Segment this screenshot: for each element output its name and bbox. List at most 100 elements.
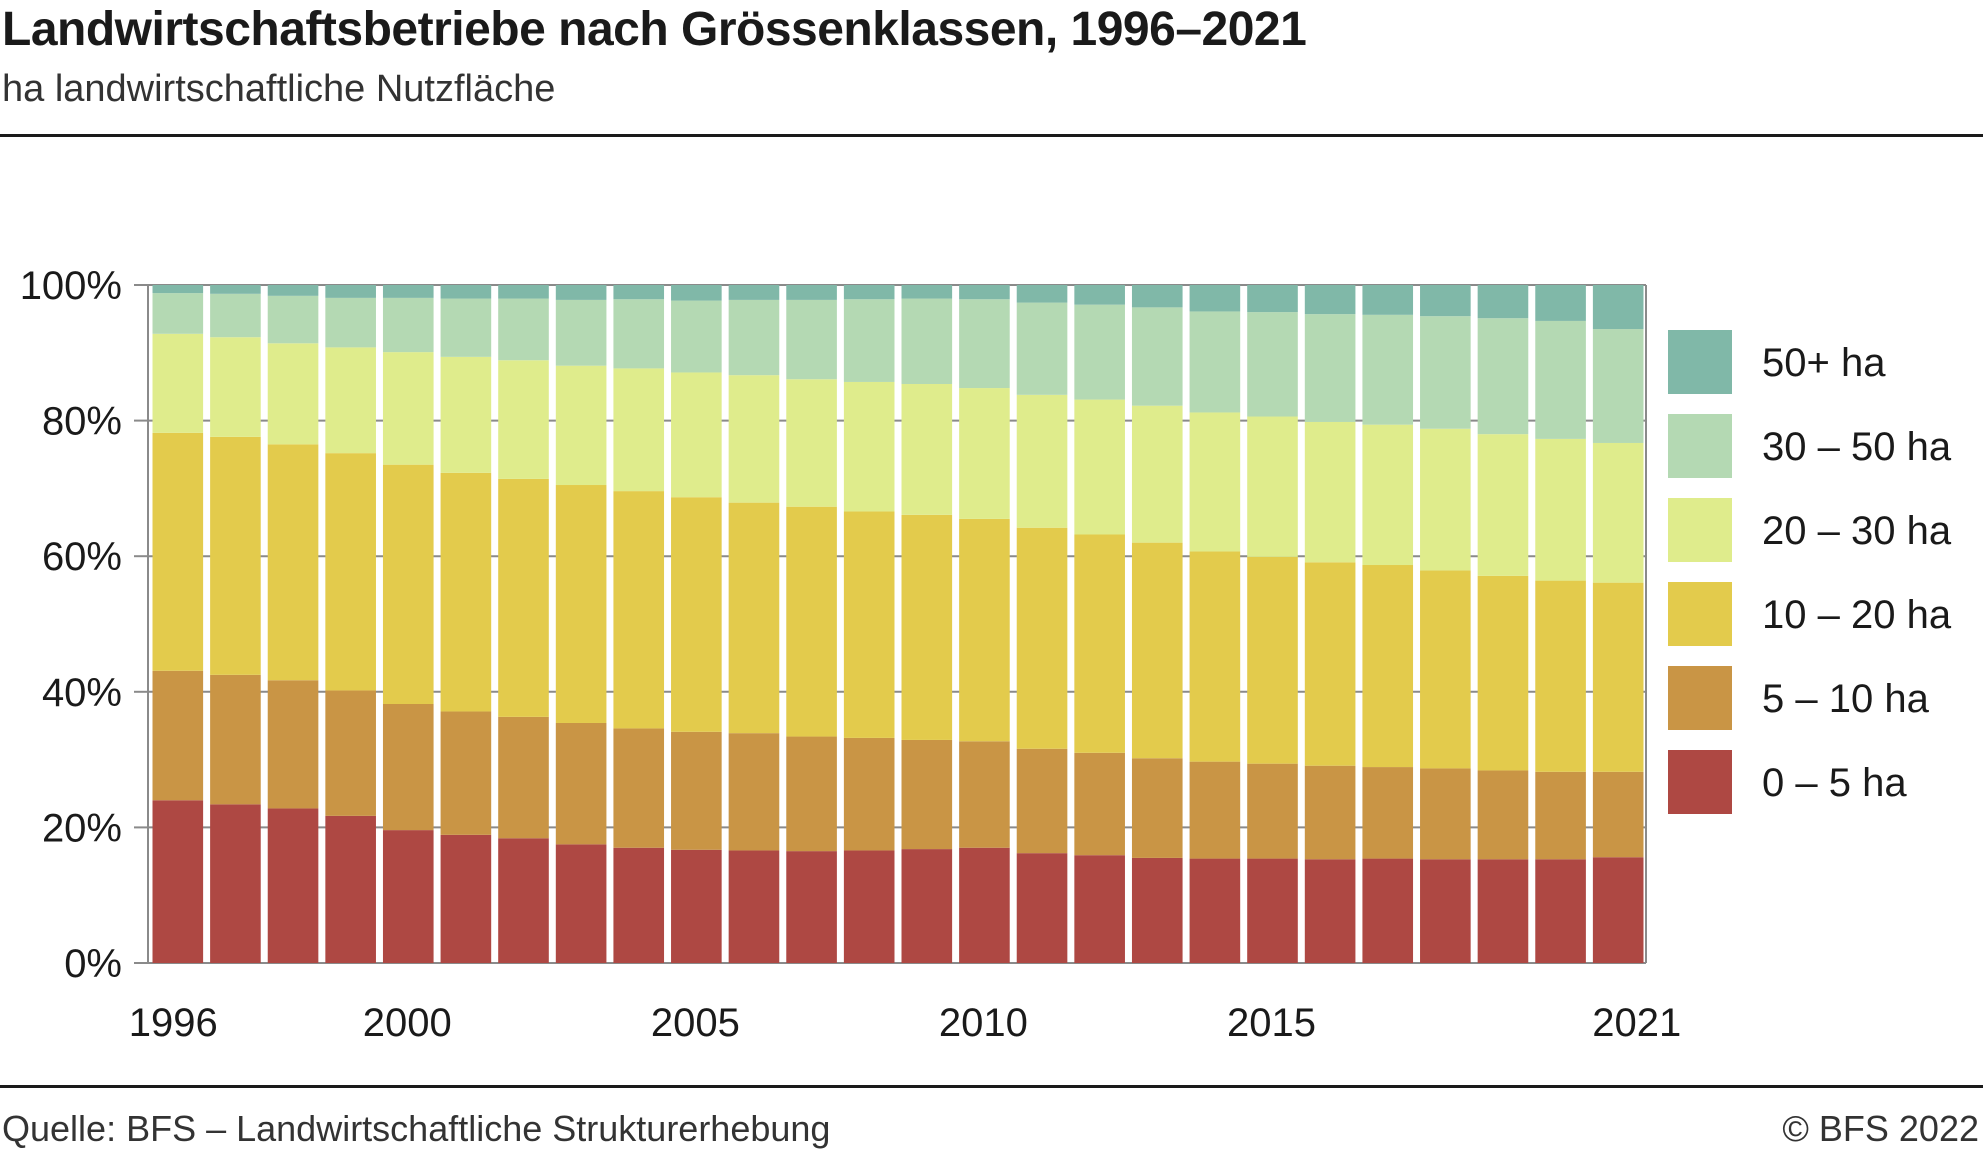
bar-segment: [1362, 424, 1414, 566]
x-tick-label: 2015: [1227, 1001, 1316, 1045]
bar-segment: [1592, 857, 1644, 963]
bar-segment: [901, 739, 953, 850]
bar-segment: [1074, 752, 1125, 856]
bar-segment: [325, 453, 376, 691]
bar-segment: [1477, 434, 1529, 576]
bar-segment: [267, 808, 319, 963]
bar-segment: [728, 375, 780, 503]
bar-segment: [1247, 763, 1298, 859]
bar-segment: [786, 285, 837, 300]
legend-label: 20 – 30 ha: [1762, 509, 1952, 553]
bar-segment: [959, 299, 1010, 389]
y-tick-label: 40%: [42, 671, 122, 715]
bar-segment: [1420, 859, 1471, 963]
bar-segment: [267, 285, 319, 296]
bar-segment: [1535, 859, 1586, 963]
x-tick-label: 2010: [939, 1001, 1028, 1045]
y-tick-label: 100%: [20, 264, 122, 308]
bar-segment: [1304, 765, 1356, 860]
bar-segment: [1592, 329, 1644, 443]
bar-segment: [1247, 556, 1298, 764]
bar-segment: [843, 850, 895, 963]
bar-segment: [1477, 859, 1529, 963]
bar-segment: [1420, 285, 1471, 317]
bar-segment: [671, 372, 722, 498]
legend: 50+ ha 30 – 50 ha 20 – 30 ha 10 – 20 ha 5 – …: [1668, 330, 1952, 814]
bar-segment: [1477, 285, 1529, 319]
bar-segment: [786, 299, 837, 380]
bar-segment: [613, 299, 665, 369]
bar-segment: [1362, 314, 1414, 425]
axes: 0% 20% 40% 60% 80% 100% 1996 2000 2005 2010 2015 20…: [20, 264, 1682, 1045]
bar-segment: [325, 690, 376, 816]
bar-segment: [1189, 551, 1241, 762]
bar-segment: [1131, 285, 1183, 308]
bar-segment: [1362, 767, 1414, 859]
bar-segment: [613, 285, 665, 300]
bar-segment: [1592, 285, 1644, 330]
bar-segment: [267, 444, 319, 681]
legend-label: 0 – 5 ha: [1762, 761, 1907, 805]
bar-segment: [1362, 858, 1414, 963]
bar-segment: [440, 285, 492, 299]
bar-segment: [959, 388, 1010, 519]
bar-segment: [1362, 285, 1414, 315]
x-tick-label: 2000: [363, 1001, 452, 1045]
bar-segment: [728, 299, 780, 376]
bar-segment: [1247, 285, 1298, 313]
bar-segment: [1420, 768, 1471, 860]
bar-segment: [325, 347, 376, 454]
bar-segment: [440, 711, 492, 835]
bar-segment: [1131, 542, 1183, 759]
bar-segment: [1535, 438, 1586, 581]
bar-segment: [959, 518, 1010, 742]
legend-swatch: [1668, 750, 1732, 814]
bar-segment: [555, 844, 607, 963]
bar-segment: [1131, 307, 1183, 406]
bar-segment: [382, 352, 434, 465]
y-tick-label: 0%: [64, 942, 122, 986]
bar-segment: [498, 298, 549, 361]
bar-segment: [671, 849, 722, 963]
bar-segment: [1420, 428, 1471, 571]
copyright-note: © BFS 2022: [1782, 1108, 1979, 1149]
bar-segment: [1247, 312, 1298, 417]
bar-segment: [1189, 412, 1241, 552]
legend-swatch: [1668, 414, 1732, 478]
bar-segment: [555, 299, 607, 366]
bar-segment: [1189, 285, 1241, 312]
bar-segment: [498, 478, 549, 717]
bar-segment: [843, 381, 895, 512]
bar-segment: [555, 485, 607, 723]
bar-segment: [728, 733, 780, 851]
bar-segment: [1535, 771, 1586, 860]
bar-segment: [498, 360, 549, 479]
chart-title: Landwirtschaftsbetriebe nach Grössenklas…: [2, 3, 1307, 56]
bar-segment: [1592, 582, 1644, 772]
bar-segment: [843, 737, 895, 851]
bar-segment: [901, 383, 953, 515]
bar-segment: [440, 298, 492, 357]
bar-segment: [1247, 858, 1298, 963]
legend-swatch: [1668, 330, 1732, 394]
y-tick-label: 20%: [42, 806, 122, 850]
bar-segment: [1362, 565, 1414, 768]
bars: [152, 285, 1644, 963]
bar-segment: [382, 285, 434, 298]
bar-segment: [786, 379, 837, 507]
bar-segment: [382, 704, 434, 831]
bar-segment: [498, 838, 549, 963]
legend-swatch: [1668, 666, 1732, 730]
legend-label: 10 – 20 ha: [1762, 593, 1952, 637]
bar-segment: [1535, 580, 1586, 772]
bar-segment: [1016, 748, 1068, 854]
y-tick-label: 60%: [42, 535, 122, 579]
bar-segment: [1592, 442, 1644, 583]
bar-segment: [901, 298, 953, 384]
stacked-bar-chart: 0% 20% 40% 60% 80% 100% 1996 2000 2005 2010 2015 20…: [20, 264, 1952, 1045]
bar-segment: [440, 472, 492, 712]
x-tick-label: 1996: [129, 1001, 218, 1045]
bar-segment: [555, 722, 607, 845]
bar-segment: [210, 436, 261, 675]
bar-segment: [613, 847, 665, 963]
